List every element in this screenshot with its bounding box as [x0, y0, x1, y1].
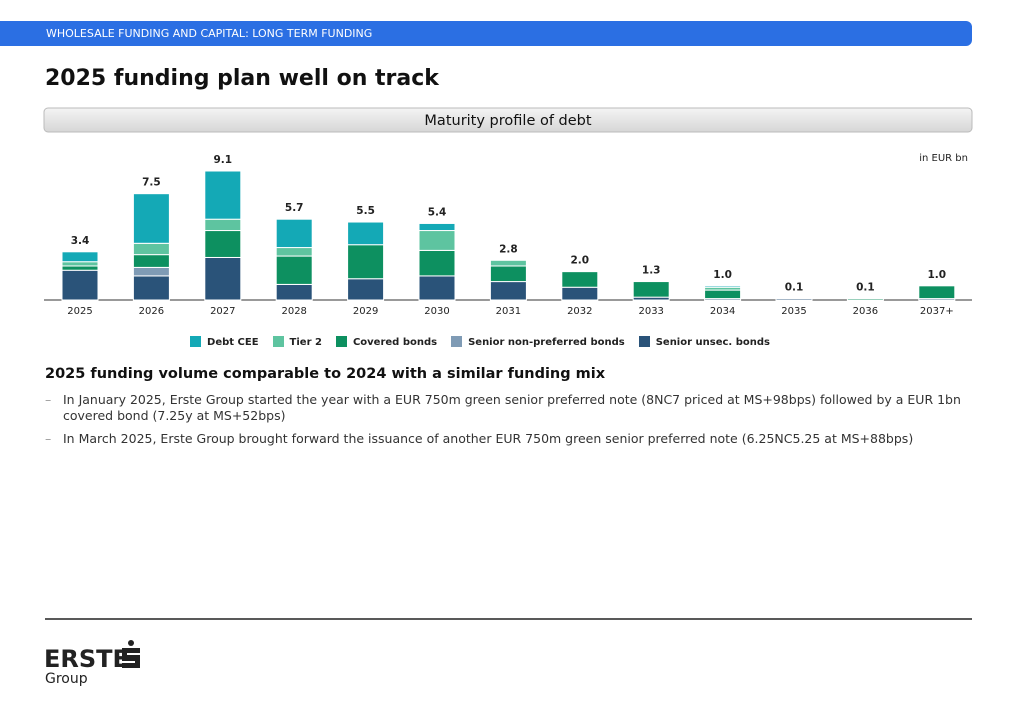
legend-label: Tier 2 — [289, 337, 322, 348]
total-label: 9.1 — [213, 154, 232, 166]
bar-segment — [132, 242, 170, 256]
legend-swatch — [190, 336, 202, 347]
total-label: 1.3 — [642, 265, 661, 277]
total-label: 1.0 — [927, 269, 946, 281]
bar-segment — [489, 281, 527, 301]
bar-segment — [275, 247, 313, 257]
bar-segment — [418, 249, 456, 277]
legend-label: Debt CEE — [207, 337, 259, 348]
bar-segment — [489, 259, 527, 267]
bar-segment — [347, 278, 385, 301]
x-tick-label: 2029 — [353, 306, 378, 317]
total-label: 0.1 — [785, 282, 804, 294]
bullet: In January 2025, Erste Group started the… — [45, 392, 970, 424]
slide-title: 2025 funding plan well on track — [45, 66, 440, 91]
legend: Debt CEE Tier 2 Covered bonds Senior non-pr… — [0, 336, 960, 348]
bar-segment — [561, 286, 599, 301]
bullet: In March 2025, Erste Group brought forwa… — [45, 431, 970, 447]
legend-item: Senior non-preferred bonds — [451, 336, 625, 348]
chart-title: Maturity profile of debt — [424, 113, 591, 129]
total-label: 2.8 — [499, 243, 518, 255]
bar-segment — [275, 218, 313, 249]
x-tick-label: 2034 — [710, 306, 735, 317]
legend-swatch — [638, 336, 650, 347]
bar-segment — [132, 193, 170, 244]
bar-segment — [204, 256, 242, 301]
x-tick-label: 2036 — [853, 306, 878, 317]
bar-segment — [204, 218, 242, 232]
total-label: 7.5 — [142, 177, 161, 189]
chart-title-box — [43, 107, 973, 133]
bar-segment — [275, 283, 313, 301]
total-label: 0.1 — [856, 282, 875, 294]
x-tick-label: 2028 — [281, 306, 306, 317]
bar-segment — [61, 251, 99, 263]
legend-item: Tier 2 — [272, 336, 322, 348]
bar-segment — [561, 271, 599, 288]
commentary-heading: 2025 funding volume comparable to 2024 w… — [45, 366, 606, 382]
total-label: 1.0 — [713, 269, 732, 281]
bar-segment — [418, 230, 456, 251]
bar-segment — [61, 269, 99, 301]
bar-segment — [418, 275, 456, 301]
x-tick-label: 2035 — [781, 306, 806, 317]
bar-segment — [489, 265, 527, 283]
legend-swatch — [272, 336, 284, 347]
legend-item: Debt CEE — [190, 336, 259, 348]
total-label: 3.4 — [71, 235, 90, 247]
bar-segment — [347, 221, 385, 246]
x-tick-label: 2033 — [638, 306, 663, 317]
legend-item: Senior unsec. bonds — [638, 336, 770, 348]
bar-segment — [775, 298, 813, 301]
x-tick-label: 2025 — [67, 306, 92, 317]
legend-label: Covered bonds — [352, 337, 438, 348]
bar-segment — [347, 244, 385, 280]
bar-segment — [61, 265, 99, 271]
header-bar — [0, 21, 972, 46]
logo-symbol — [122, 640, 140, 668]
total-label: 5.5 — [356, 205, 375, 217]
x-tick-label: 2031 — [496, 306, 521, 317]
bar-segment — [132, 275, 170, 301]
x-tick-label: 2026 — [139, 306, 164, 317]
x-tick-label: 2030 — [424, 306, 449, 317]
x-tick-label: 2027 — [210, 306, 235, 317]
total-label: 5.4 — [428, 206, 447, 218]
bar-segment — [204, 170, 242, 220]
section-label: WHOLESALE FUNDING AND CAPITAL: LONG TERM… — [46, 27, 372, 40]
bar-segment — [704, 285, 742, 288]
bars: 3.4 2025 7.5 2026 9.1 2027 5.7 2028 5.5 2029 5.4 20… — [61, 154, 956, 317]
total-label: 5.7 — [285, 202, 304, 214]
x-tick-label: 2037+ — [920, 306, 954, 317]
bar-segment — [632, 281, 670, 298]
commentary: 2025 funding volume comparable to 2024 w… — [45, 366, 970, 454]
x-tick-label: 2032 — [567, 306, 592, 317]
bar-segment — [132, 266, 170, 277]
bar-segment — [204, 230, 242, 258]
legend-swatch — [335, 336, 347, 347]
logo-sub: Group — [45, 671, 88, 687]
bar-segment — [275, 255, 313, 285]
bar-segment — [61, 261, 99, 267]
unit-note: in EUR bn — [919, 153, 968, 164]
bar-segment — [418, 222, 456, 232]
legend-item: Covered bonds — [335, 336, 438, 348]
bar-segment — [704, 289, 742, 300]
logo-word: ERSTE — [44, 645, 129, 673]
bar-segment — [918, 285, 956, 300]
legend-swatch — [451, 336, 463, 347]
bar-segment — [132, 254, 170, 268]
bar-segment — [846, 298, 884, 301]
legend-label: Senior non-preferred bonds — [468, 337, 625, 348]
total-label: 2.0 — [570, 255, 589, 267]
legend-label: Senior unsec. bonds — [655, 337, 770, 348]
